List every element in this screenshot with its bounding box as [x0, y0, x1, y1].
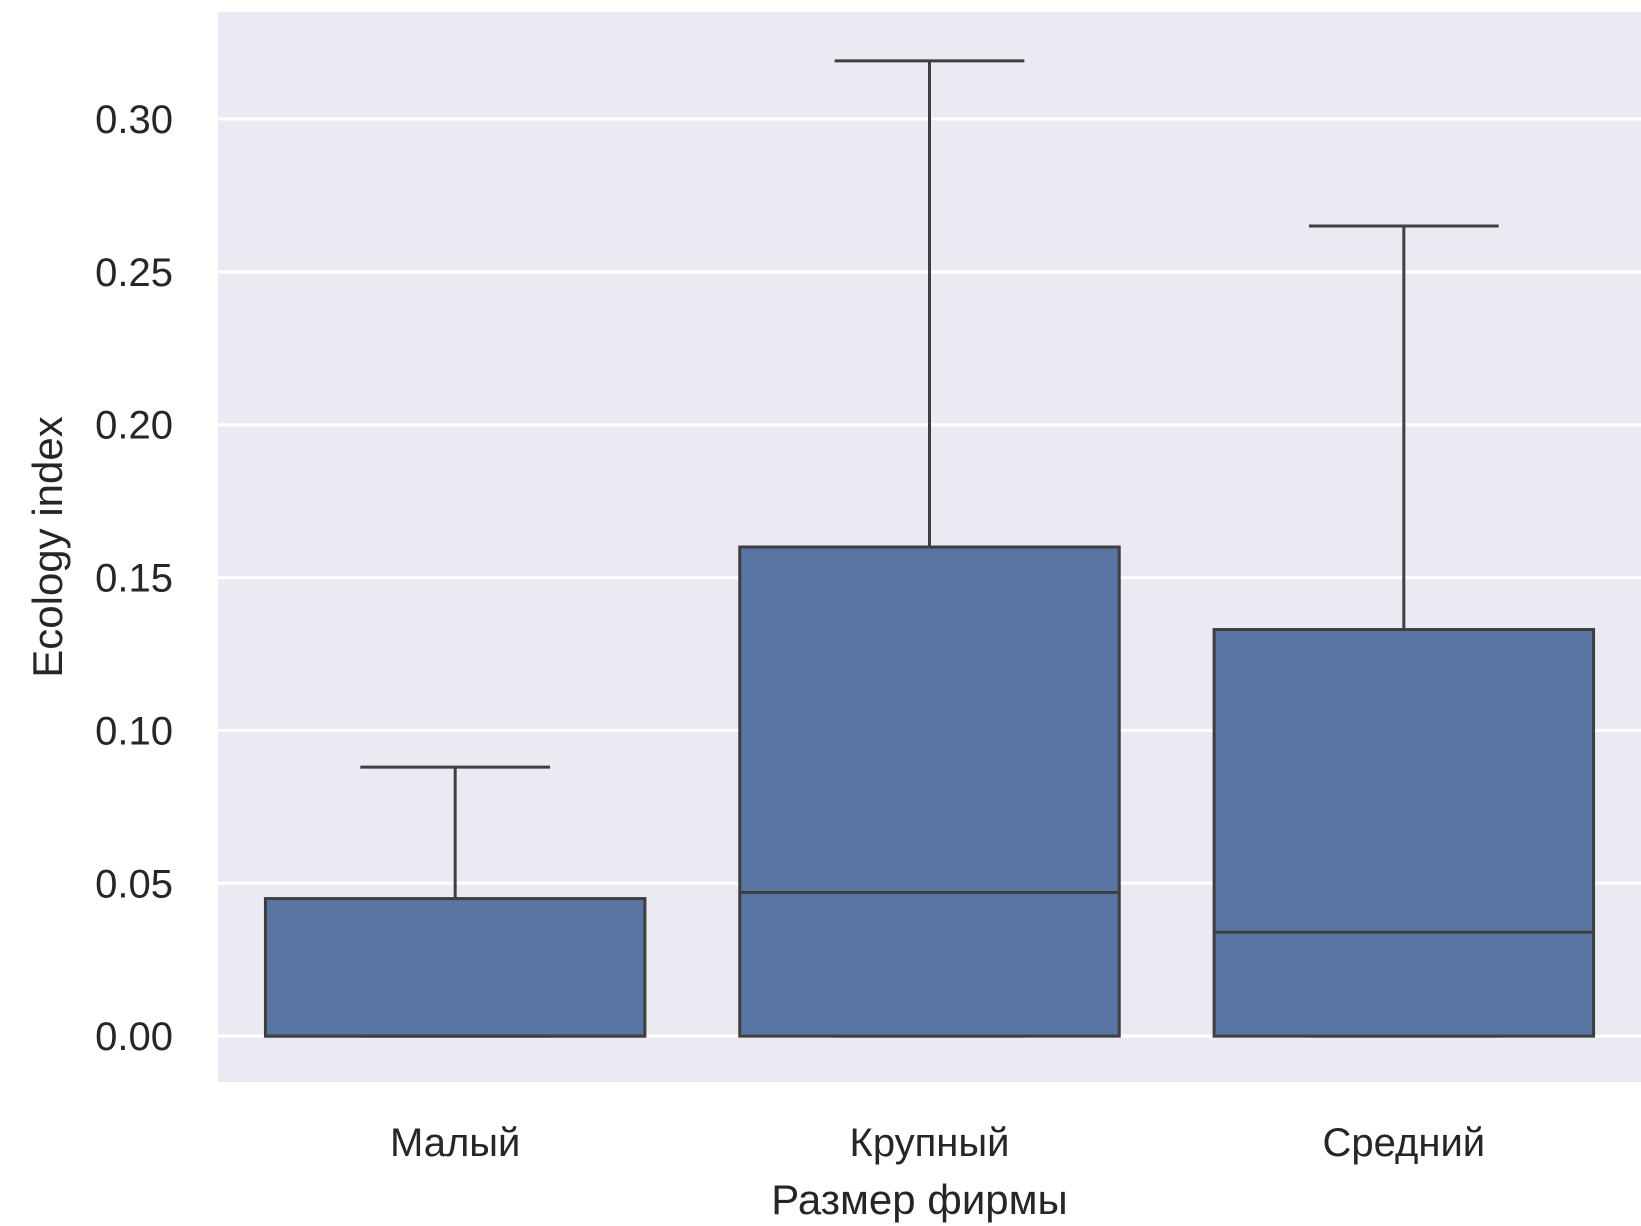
- y-tick-label: 0.25: [95, 251, 173, 295]
- y-tick-label: 0.30: [95, 98, 173, 142]
- x-tick-label: Малый: [390, 1121, 520, 1165]
- y-tick-label: 0.10: [95, 709, 173, 753]
- iqr-box: [738, 545, 1121, 1038]
- iqr-box: [263, 897, 647, 1038]
- x-axis-label: Размер фирмы: [771, 1176, 1067, 1223]
- y-tick-label: 0.00: [95, 1015, 173, 1059]
- x-axis-ticks: Малый Крупный Средний: [390, 1121, 1485, 1165]
- box-2: [738, 59, 1121, 1038]
- box-3: [1212, 224, 1596, 1038]
- y-tick-label: 0.05: [95, 862, 173, 906]
- boxes: [263, 59, 1596, 1038]
- y-tick-label: 0.15: [95, 557, 173, 601]
- x-tick-label: Средний: [1323, 1121, 1486, 1165]
- x-tick-label: Крупный: [850, 1121, 1010, 1165]
- y-axis-ticks: 0.00 0.05 0.10 0.15 0.20 0.25 0.30: [95, 98, 173, 1059]
- y-axis-label: Ecology index: [24, 416, 71, 678]
- iqr-box: [1212, 628, 1596, 1038]
- y-tick-label: 0.20: [95, 404, 173, 448]
- box-1: [263, 765, 647, 1038]
